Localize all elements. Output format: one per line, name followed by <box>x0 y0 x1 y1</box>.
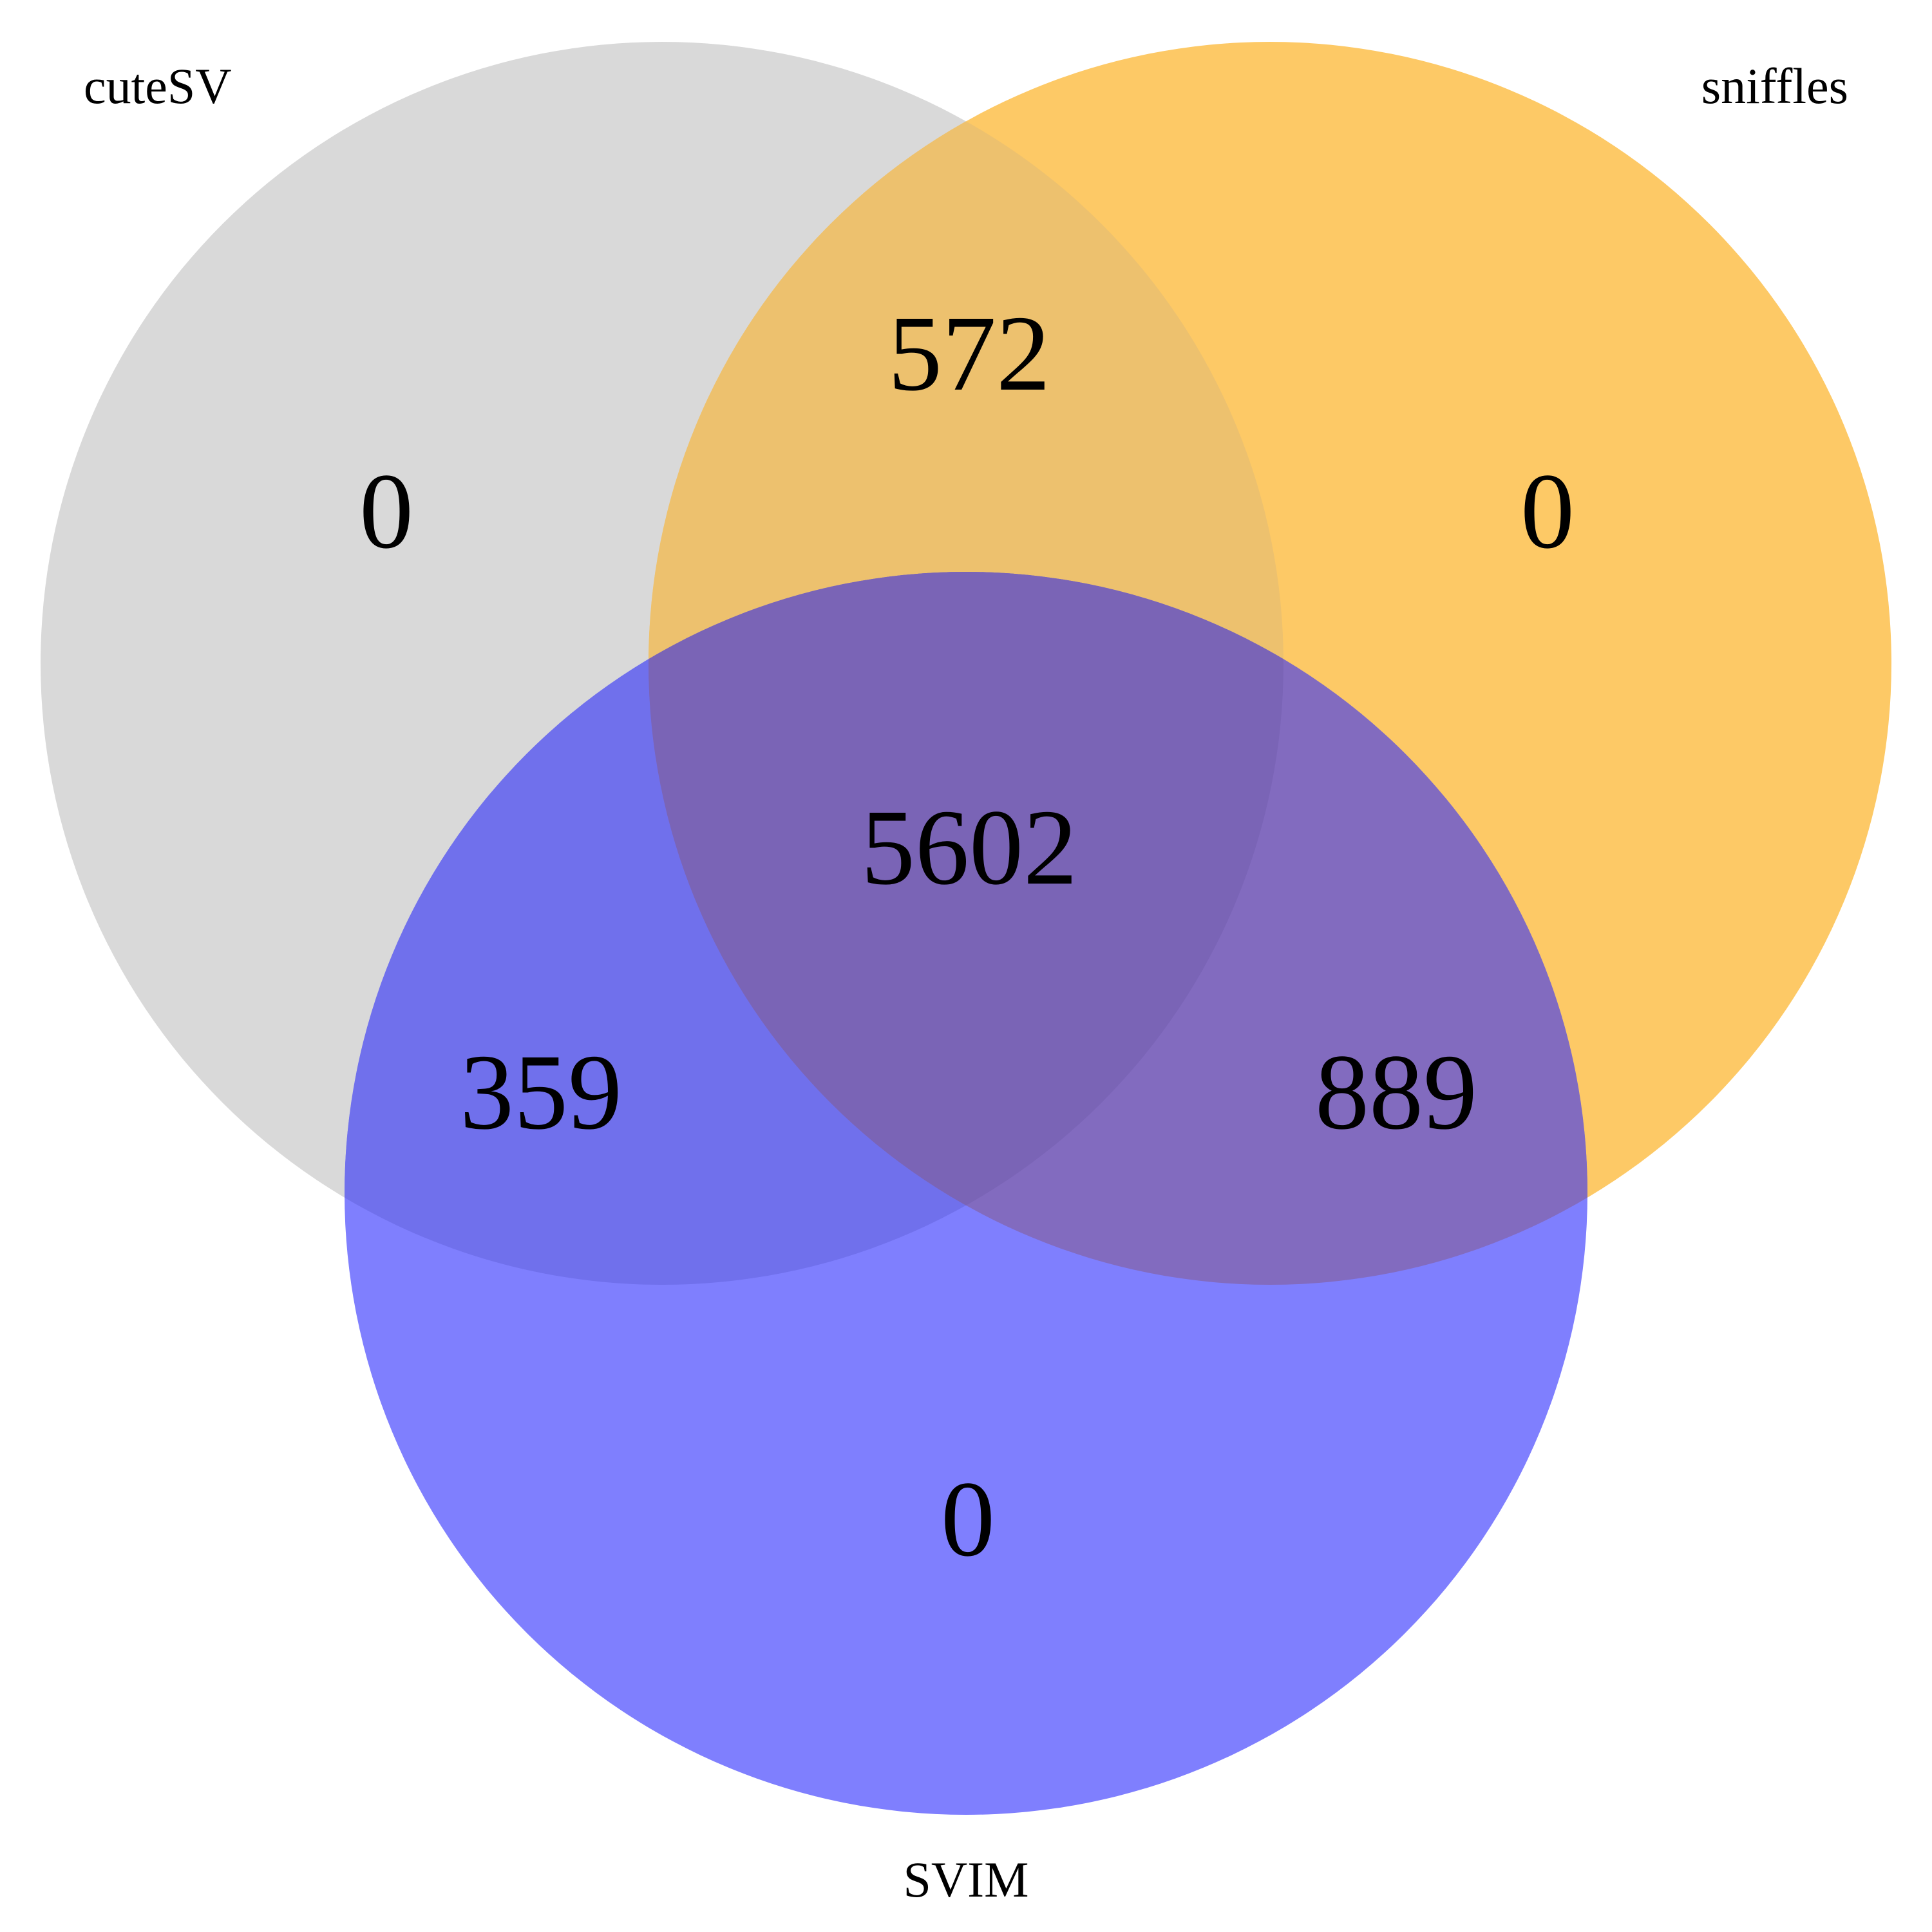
count-sniffles-svim: 889 <box>1315 1032 1477 1152</box>
count-cutesv-sniffles: 572 <box>888 294 1050 413</box>
count-svim-only: 0 <box>941 1459 995 1579</box>
count-all-three: 5602 <box>861 788 1077 907</box>
svim-label: SVIM <box>903 1852 1028 1908</box>
count-cutesv-svim: 359 <box>460 1032 622 1152</box>
count-cutesv-only: 0 <box>359 451 413 571</box>
count-sniffles-only: 0 <box>1520 451 1575 571</box>
sniffles-label: sniffles <box>1701 58 1848 114</box>
cutesv-label: cuteSV <box>84 58 232 114</box>
